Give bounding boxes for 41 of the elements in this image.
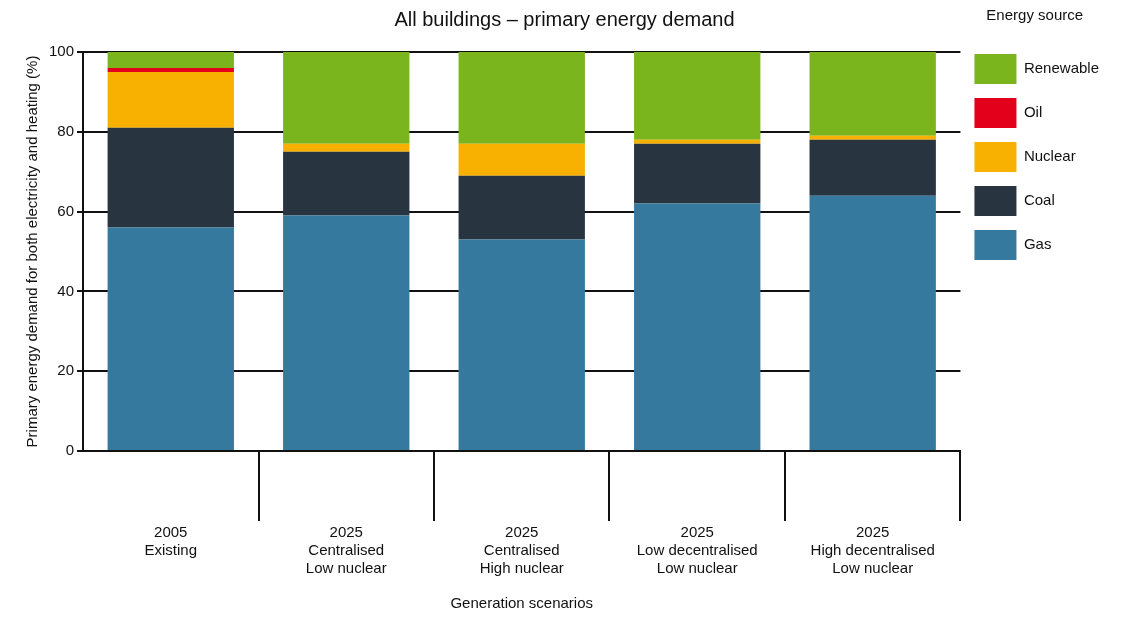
y-tick-label: 100 [49,42,75,60]
bar [458,143,585,176]
x-tick-label: 2025 Centralised Low nuclear [305,523,387,577]
legend-title: Energy source [986,5,1084,23]
x-axis-title: Generation scenarios [450,594,594,612]
y-tick-label: 40 [57,281,75,299]
bar [107,71,234,128]
x-tick-label: 2025 Low decentralised Low nuclear [636,523,758,577]
legend-label: Nuclear [1023,147,1076,165]
bar [458,239,585,450]
y-tick-label: 20 [57,361,75,379]
bar [634,139,761,144]
bar [634,143,761,204]
bar [458,52,585,144]
x-tick-label: 2025 High decentralised Low nuclear [810,523,935,577]
bar [809,139,936,196]
legend-label: Oil [1023,103,1043,121]
bar [283,143,410,152]
bar [107,52,234,68]
bar [107,67,234,72]
y-tick-label: 0 [65,441,75,459]
bar [634,52,761,140]
bar [283,151,410,216]
bar [634,203,761,450]
bar [809,52,936,136]
y-tick-label: 80 [57,121,75,139]
bar [458,175,585,240]
x-tick-label: 2005 Existing [144,523,198,559]
legend-label: Coal [1023,191,1055,209]
legend-label: Renewable [1023,59,1100,77]
bar [107,227,234,450]
chart-title: All buildings – primary energy demand [394,7,735,30]
bar [809,195,936,450]
legend-label: Gas [1023,235,1052,253]
x-tick-label: 2025 Centralised High nuclear [479,523,564,577]
bar [809,135,936,140]
bar [107,127,234,228]
bar [283,52,410,144]
bar [283,215,410,450]
y-axis-title: Primary energy demand for both electricity and heating (%) [23,55,41,448]
y-tick-label: 60 [57,201,75,219]
